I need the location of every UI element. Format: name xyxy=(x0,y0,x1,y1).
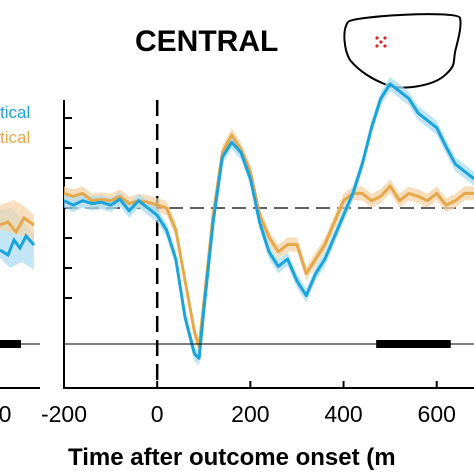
x-axis-label: Time after outcome onset (m xyxy=(68,444,396,471)
x-tick-label: 600 xyxy=(418,401,456,427)
significance-bar xyxy=(376,340,451,348)
left-panel-significance-bar xyxy=(0,340,21,348)
series-1-line xyxy=(63,133,474,349)
left-panel-orange-line xyxy=(0,215,35,235)
left-panel-blue-line xyxy=(0,233,36,258)
main-plot: -200 0 200 400 600 xyxy=(41,76,474,427)
scalp-electrode-map-icon xyxy=(343,13,462,89)
significance-bars xyxy=(376,340,451,348)
x-tick-label: -200 xyxy=(41,401,87,427)
left-panel: 0 xyxy=(0,200,40,427)
series-0-error-band xyxy=(64,76,474,366)
legend: tical tical xyxy=(0,103,30,147)
chart-title: CENTRAL xyxy=(135,25,278,58)
legend-entry: tical xyxy=(0,128,30,147)
electrode-dot xyxy=(375,36,379,40)
x-tick-label: 200 xyxy=(231,401,269,427)
series-1-error-band xyxy=(64,128,474,354)
legend-entry: tical xyxy=(0,103,30,122)
electrode-dot xyxy=(383,44,387,48)
series-lines xyxy=(63,82,474,360)
electrode-dot xyxy=(379,40,383,44)
x-tick-label: 0 xyxy=(151,401,164,427)
x-tick-label: 400 xyxy=(324,401,362,427)
error-bands xyxy=(64,76,474,366)
x-axis-ticks: -200 0 200 400 600 xyxy=(41,381,456,427)
left-panel-tick-label: 0 xyxy=(0,401,11,427)
electrode-dot xyxy=(375,44,379,48)
left-panel-orange-band xyxy=(0,200,34,240)
series-0-line xyxy=(63,82,474,360)
electrode-dot xyxy=(383,36,387,40)
